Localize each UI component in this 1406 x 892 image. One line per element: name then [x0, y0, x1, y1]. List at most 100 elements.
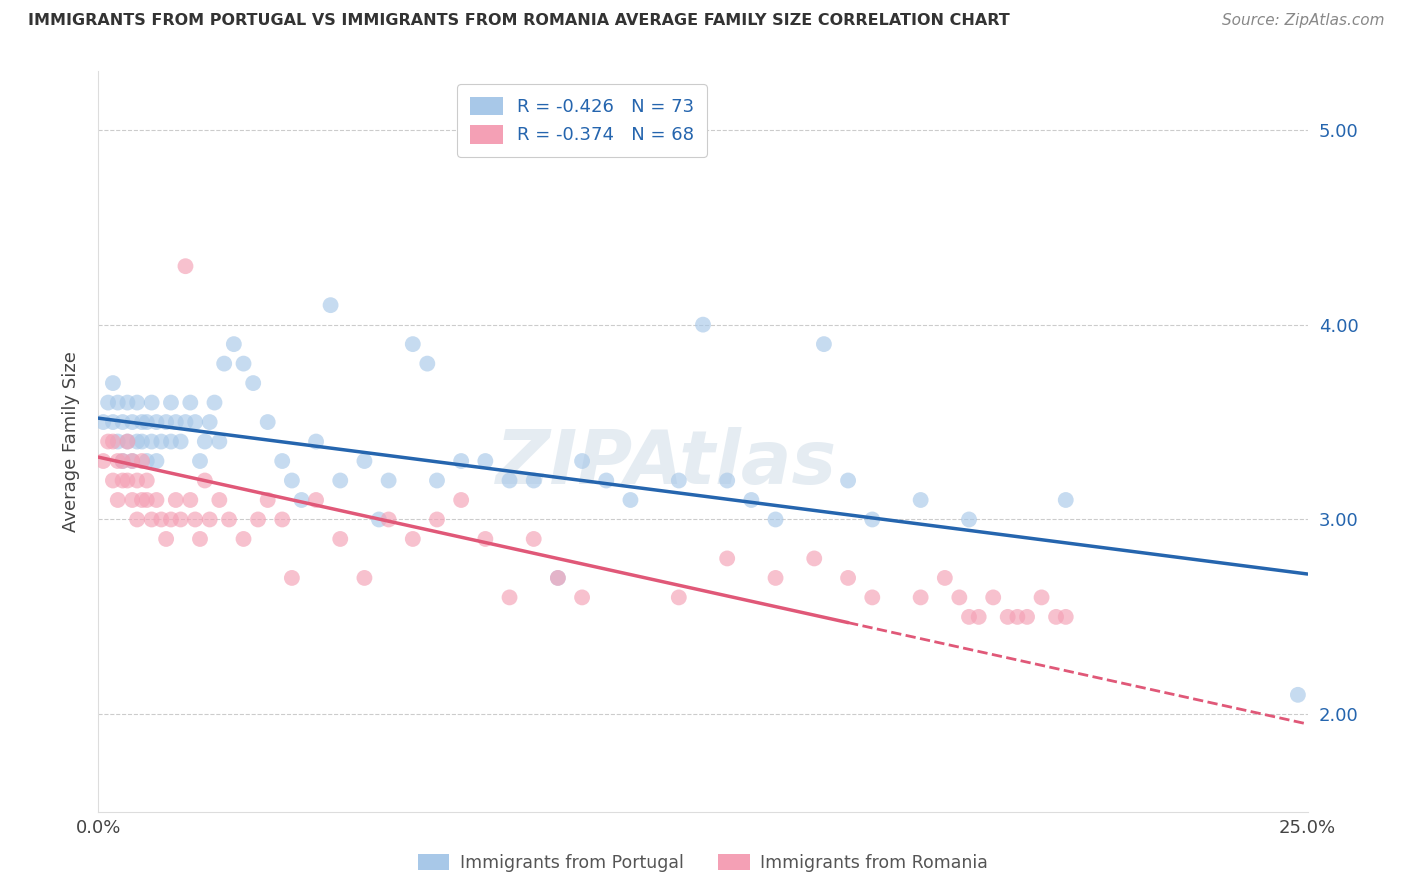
- Point: [353, 454, 375, 468]
- Point: [131, 434, 153, 449]
- Point: [117, 434, 139, 449]
- Point: [107, 493, 129, 508]
- Point: [256, 415, 278, 429]
- Point: [595, 474, 617, 488]
- Point: [101, 415, 124, 429]
- Point: [111, 474, 134, 488]
- Point: [198, 415, 221, 429]
- Point: [127, 434, 149, 449]
- Point: [256, 493, 278, 508]
- Point: [208, 493, 231, 508]
- Point: [716, 474, 738, 488]
- Point: [117, 474, 139, 488]
- Point: [271, 512, 294, 526]
- Point: [184, 512, 207, 526]
- Point: [547, 571, 569, 585]
- Text: Source: ZipAtlas.com: Source: ZipAtlas.com: [1222, 13, 1385, 29]
- Point: [1054, 610, 1077, 624]
- Point: [1007, 610, 1029, 624]
- Point: [668, 591, 690, 605]
- Point: [247, 512, 270, 526]
- Point: [127, 474, 149, 488]
- Point: [1054, 493, 1077, 508]
- Point: [117, 434, 139, 449]
- Point: [135, 454, 157, 468]
- Point: [218, 512, 240, 526]
- Point: [111, 415, 134, 429]
- Point: [232, 357, 254, 371]
- Point: [121, 415, 143, 429]
- Point: [131, 415, 153, 429]
- Point: [174, 415, 197, 429]
- Point: [107, 434, 129, 449]
- Point: [184, 415, 207, 429]
- Point: [281, 474, 304, 488]
- Point: [1031, 591, 1053, 605]
- Point: [179, 493, 201, 508]
- Point: [934, 571, 956, 585]
- Point: [329, 532, 352, 546]
- Point: [111, 454, 134, 468]
- Point: [160, 512, 183, 526]
- Point: [194, 474, 217, 488]
- Point: [198, 512, 221, 526]
- Point: [145, 454, 167, 468]
- Point: [155, 415, 177, 429]
- Point: [188, 532, 211, 546]
- Point: [165, 415, 187, 429]
- Text: ZIPAtlas: ZIPAtlas: [496, 427, 838, 500]
- Point: [127, 512, 149, 526]
- Point: [426, 512, 449, 526]
- Point: [135, 493, 157, 508]
- Point: [353, 571, 375, 585]
- Point: [127, 395, 149, 409]
- Point: [837, 571, 859, 585]
- Point: [169, 512, 191, 526]
- Point: [194, 434, 217, 449]
- Point: [765, 571, 787, 585]
- Point: [450, 454, 472, 468]
- Point: [101, 376, 124, 390]
- Point: [967, 610, 990, 624]
- Point: [232, 532, 254, 546]
- Point: [910, 591, 932, 605]
- Point: [141, 512, 163, 526]
- Point: [571, 591, 593, 605]
- Legend: R = -0.426   N = 73, R = -0.374   N = 68: R = -0.426 N = 73, R = -0.374 N = 68: [457, 84, 707, 157]
- Point: [174, 259, 197, 273]
- Point: [121, 493, 143, 508]
- Point: [160, 434, 183, 449]
- Y-axis label: Average Family Size: Average Family Size: [62, 351, 80, 532]
- Point: [242, 376, 264, 390]
- Point: [716, 551, 738, 566]
- Point: [131, 493, 153, 508]
- Point: [150, 434, 173, 449]
- Point: [97, 395, 120, 409]
- Point: [957, 610, 980, 624]
- Point: [188, 454, 211, 468]
- Point: [141, 434, 163, 449]
- Point: [450, 493, 472, 508]
- Point: [997, 610, 1019, 624]
- Point: [169, 434, 191, 449]
- Point: [498, 474, 520, 488]
- Point: [145, 493, 167, 508]
- Point: [474, 532, 496, 546]
- Point: [145, 415, 167, 429]
- Point: [121, 454, 143, 468]
- Point: [523, 474, 546, 488]
- Point: [107, 454, 129, 468]
- Point: [97, 434, 120, 449]
- Point: [91, 415, 114, 429]
- Point: [111, 454, 134, 468]
- Point: [141, 395, 163, 409]
- Point: [305, 493, 328, 508]
- Point: [402, 337, 425, 351]
- Point: [474, 454, 496, 468]
- Point: [426, 474, 449, 488]
- Point: [860, 591, 883, 605]
- Point: [329, 474, 352, 488]
- Point: [305, 434, 328, 449]
- Point: [117, 395, 139, 409]
- Point: [91, 454, 114, 468]
